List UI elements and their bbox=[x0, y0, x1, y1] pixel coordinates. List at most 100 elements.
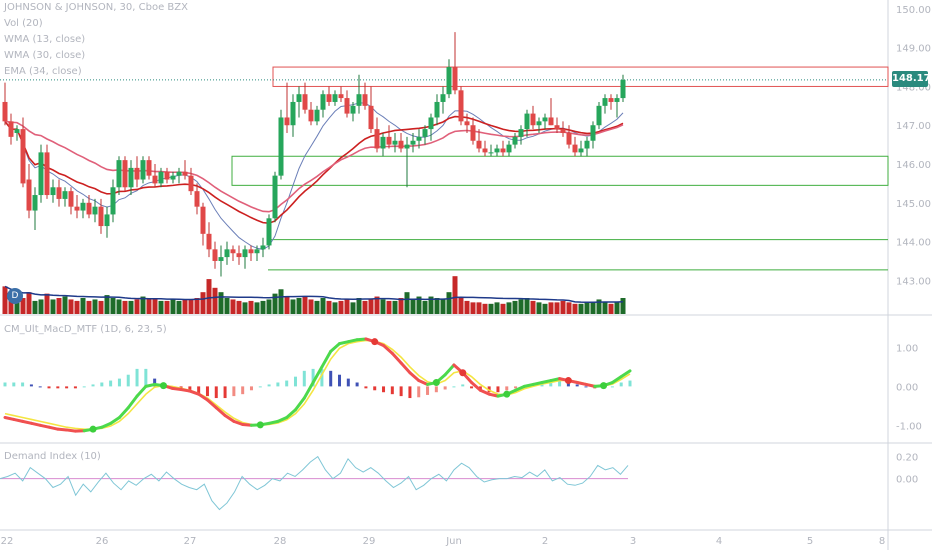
candle-body bbox=[164, 171, 170, 180]
candle-body bbox=[386, 136, 392, 145]
volume-bar bbox=[242, 302, 248, 314]
volume-bar bbox=[44, 293, 50, 314]
volume-bar bbox=[164, 300, 170, 314]
candle-body bbox=[458, 90, 464, 122]
macd-line-segment bbox=[390, 351, 403, 365]
legend-vol[interactable]: Vol (20) bbox=[4, 18, 43, 29]
candle-body bbox=[194, 191, 200, 207]
volume-bar bbox=[86, 300, 92, 314]
candle-body bbox=[500, 148, 506, 153]
volume-bar bbox=[122, 300, 128, 314]
macd-histogram-bar bbox=[329, 370, 333, 387]
volume-bar bbox=[266, 299, 272, 314]
moving-average-line bbox=[4, 115, 624, 225]
macd-histogram-bar bbox=[29, 384, 33, 387]
volume-bar bbox=[488, 303, 494, 314]
candle-body bbox=[554, 125, 560, 130]
volume-bar bbox=[512, 300, 518, 314]
macd-line-segment bbox=[470, 381, 482, 392]
macd-histogram-bar bbox=[65, 386, 69, 389]
macd-cross-dot bbox=[432, 379, 440, 386]
volume-bar bbox=[338, 300, 344, 314]
candle-body bbox=[326, 94, 332, 102]
macd-histogram-bar bbox=[126, 374, 130, 387]
candle-body bbox=[104, 214, 110, 227]
legend-wma13[interactable]: WMA (13, close) bbox=[4, 34, 86, 45]
macd-line-segment bbox=[320, 349, 333, 369]
candle-body bbox=[584, 140, 590, 149]
macd-line-segment bbox=[338, 340, 350, 346]
macd-histogram-bar bbox=[575, 384, 579, 387]
candle-body bbox=[146, 160, 152, 176]
demand-index-title[interactable]: Demand Index (10) bbox=[4, 451, 101, 462]
volume-bar bbox=[212, 287, 218, 314]
volume-bar bbox=[248, 300, 254, 314]
candle-body bbox=[290, 101, 296, 126]
demand-index-line bbox=[0, 455, 629, 511]
volume-bar bbox=[500, 303, 506, 314]
legend-wma30[interactable]: WMA (30, close) bbox=[4, 50, 86, 61]
volume-ma-line bbox=[4, 285, 624, 303]
macd-histogram-bar bbox=[258, 386, 262, 388]
candle-body bbox=[494, 148, 500, 153]
macd-line-segment bbox=[619, 369, 632, 379]
macd-histogram-bar bbox=[153, 378, 157, 387]
volume-bar bbox=[116, 299, 122, 314]
candle-body bbox=[188, 175, 194, 192]
candle-body bbox=[266, 218, 272, 246]
volume-bar bbox=[458, 298, 464, 314]
macd-line-segment bbox=[3, 416, 16, 421]
macd-histogram-bar bbox=[241, 386, 245, 395]
macd-histogram-bar bbox=[56, 386, 60, 389]
macd-histogram-bar bbox=[610, 386, 614, 388]
volume-bar bbox=[56, 298, 62, 314]
candle-body bbox=[284, 117, 290, 126]
macd-histogram-bar bbox=[628, 380, 632, 387]
macd-histogram-bar bbox=[399, 386, 403, 397]
macd-line-segment bbox=[417, 379, 430, 386]
candle-body bbox=[236, 253, 242, 258]
macd-line-segment bbox=[346, 338, 359, 344]
volume-bar bbox=[362, 300, 368, 314]
candle-body bbox=[542, 117, 548, 122]
candle-body bbox=[86, 202, 92, 215]
volume-bar bbox=[440, 299, 446, 314]
macd-histogram-bar bbox=[434, 386, 438, 393]
candle-body bbox=[8, 121, 14, 137]
macd-line-segment bbox=[144, 382, 157, 388]
candle-body bbox=[200, 206, 206, 234]
volume-bar bbox=[110, 298, 116, 314]
candle-body bbox=[320, 94, 326, 110]
macd-title[interactable]: CM_Ult_MacD_MTF (1D, 6, 23, 5) bbox=[4, 324, 167, 335]
macd-histogram-bar bbox=[487, 386, 491, 393]
macd-histogram-bar bbox=[619, 382, 623, 387]
legend-ema34[interactable]: EMA (34, close) bbox=[4, 66, 82, 77]
candle-body bbox=[524, 113, 530, 130]
candle-body bbox=[446, 67, 452, 95]
volume-bar bbox=[392, 300, 398, 314]
macd-histogram-bar bbox=[461, 384, 465, 387]
candle-body bbox=[608, 98, 614, 102]
macd-histogram-bar bbox=[73, 386, 77, 389]
volume-bar bbox=[128, 300, 134, 314]
time-tick-label: 22 bbox=[1, 536, 14, 547]
volume-bar bbox=[80, 298, 86, 314]
macd-line-segment bbox=[267, 419, 280, 425]
volume-bar bbox=[578, 303, 584, 314]
volume-bar bbox=[188, 299, 194, 314]
candle-body bbox=[602, 98, 608, 106]
macd-line-segment bbox=[311, 365, 324, 384]
volume-bar bbox=[524, 298, 530, 314]
macd-line-segment bbox=[302, 381, 315, 400]
candle-body bbox=[488, 152, 494, 154]
volume-bar bbox=[452, 276, 458, 314]
macd-line-segment bbox=[214, 406, 227, 418]
candle-body bbox=[122, 160, 128, 188]
macd-signal-line bbox=[4, 339, 631, 430]
macd-line-segment bbox=[12, 417, 25, 423]
candle-body bbox=[38, 152, 44, 196]
volume-bar bbox=[374, 296, 380, 314]
volume-bar bbox=[296, 298, 302, 314]
dividend-event-badge[interactable]: D bbox=[7, 288, 23, 304]
candle-body bbox=[302, 94, 308, 110]
